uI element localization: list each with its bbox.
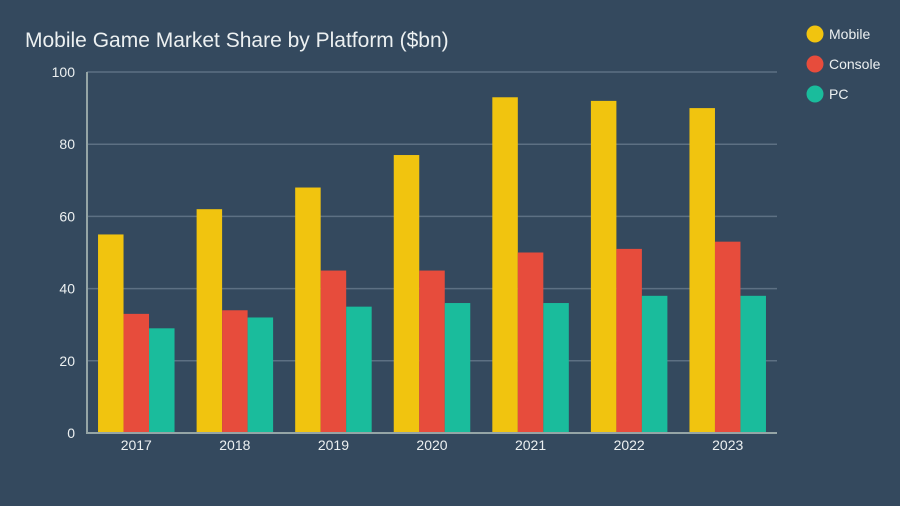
bar-pc-2017 bbox=[149, 328, 175, 433]
y-axis-ticks: 0 20 40 60 80 100 bbox=[52, 64, 76, 441]
legend-marker-mobile bbox=[806, 25, 824, 43]
legend: Mobile Console PC bbox=[806, 25, 881, 103]
x-tick-label: 2017 bbox=[121, 437, 152, 453]
bar-pc-2023 bbox=[740, 295, 766, 433]
bar-console-2020 bbox=[419, 270, 445, 433]
legend-label-mobile: Mobile bbox=[829, 26, 870, 42]
bar-console-2023 bbox=[714, 241, 741, 433]
legend-marker-pc bbox=[806, 85, 824, 103]
bar-mobile-2019 bbox=[295, 187, 321, 433]
legend-label-console: Console bbox=[829, 56, 881, 72]
bar-console-2022 bbox=[616, 248, 642, 433]
bars bbox=[98, 97, 766, 434]
bar-console-2017 bbox=[123, 313, 150, 433]
x-axis-ticks: 2017 2018 2019 2020 2021 2022 2023 bbox=[121, 437, 744, 453]
bar-pc-2022 bbox=[641, 295, 668, 433]
axes bbox=[86, 72, 777, 434]
bar-console-2018 bbox=[222, 310, 248, 433]
y-tick-label: 80 bbox=[59, 136, 75, 152]
y-tick-label: 0 bbox=[67, 425, 75, 441]
bar-pc-2019 bbox=[346, 306, 372, 433]
y-tick-label: 60 bbox=[59, 208, 75, 224]
x-tick-label: 2019 bbox=[318, 437, 349, 453]
bar-mobile-2020 bbox=[393, 155, 420, 433]
chart-title: Mobile Game Market Share by Platform ($b… bbox=[25, 29, 449, 52]
bar-mobile-2022 bbox=[590, 100, 617, 433]
y-tick-label: 100 bbox=[52, 64, 76, 80]
bar-console-2021 bbox=[517, 252, 544, 433]
bar-pc-2018 bbox=[247, 317, 274, 433]
legend-marker-console bbox=[806, 55, 824, 73]
bar-mobile-2017 bbox=[98, 234, 124, 433]
bar-pc-2021 bbox=[543, 303, 569, 433]
x-tick-label: 2020 bbox=[416, 437, 447, 453]
bar-mobile-2021 bbox=[492, 97, 518, 434]
x-tick-label: 2022 bbox=[614, 437, 645, 453]
x-tick-label: 2021 bbox=[515, 437, 546, 453]
y-tick-label: 40 bbox=[59, 281, 75, 297]
bar-console-2019 bbox=[320, 270, 347, 433]
legend-label-pc: PC bbox=[829, 86, 848, 102]
y-tick-label: 20 bbox=[59, 353, 75, 369]
x-tick-label: 2018 bbox=[219, 437, 250, 453]
bar-pc-2020 bbox=[444, 303, 471, 433]
x-tick-label: 2023 bbox=[712, 437, 743, 453]
bar-mobile-2018 bbox=[196, 209, 223, 433]
bar-mobile-2023 bbox=[689, 108, 715, 433]
